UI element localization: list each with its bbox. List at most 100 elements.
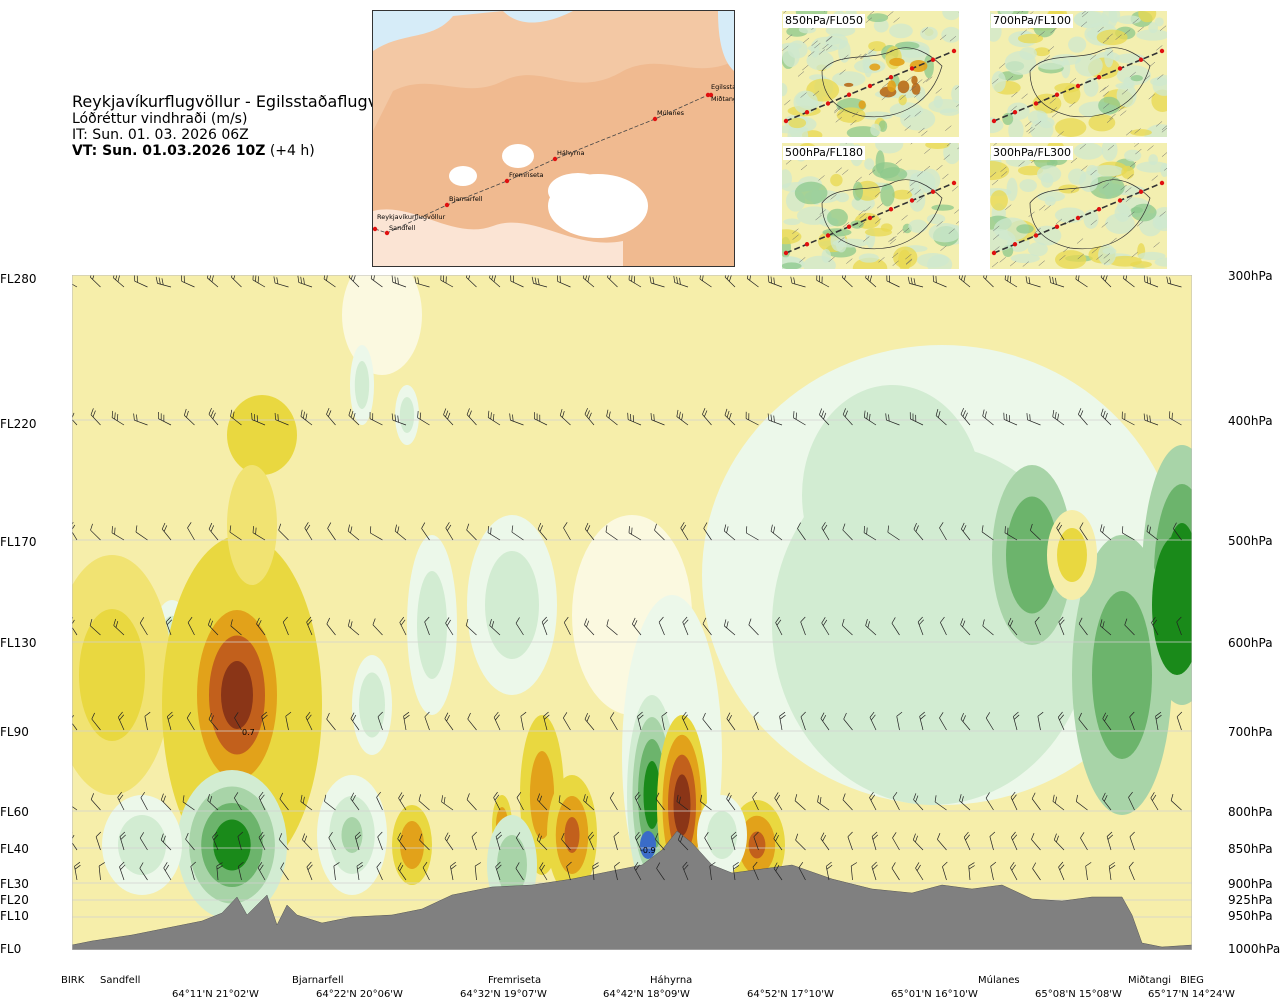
wind-barb <box>637 711 644 731</box>
mini-map-route-point <box>1117 66 1123 71</box>
mini-map-barb <box>1155 121 1163 127</box>
wind-barb <box>443 408 454 426</box>
wind-barb <box>306 861 313 881</box>
wind-barb <box>730 831 738 851</box>
wind-barb <box>326 617 336 636</box>
wind-barb <box>816 275 830 288</box>
wind-barb <box>1078 408 1088 426</box>
wind-barb <box>391 275 407 288</box>
mini-map-route-point <box>909 66 915 71</box>
mini-map-barb <box>993 143 998 146</box>
mini-map-cell <box>1063 84 1081 105</box>
mini-map-cell <box>1152 75 1167 96</box>
mini-map-barb <box>818 49 826 55</box>
location-midtangi: Miðtangi <box>1128 975 1172 986</box>
mini-map-cell <box>875 150 885 174</box>
wind-barb <box>206 275 219 288</box>
mini-map-barb <box>921 27 929 33</box>
wind-barb <box>1013 711 1020 731</box>
wind-barb <box>348 408 360 426</box>
mini-map-barb <box>896 229 904 235</box>
wind-barb <box>161 522 172 541</box>
mini-map-route-point <box>1033 101 1039 106</box>
wind-barb <box>566 861 572 881</box>
mini-map-cell <box>898 94 907 106</box>
field-contour <box>1006 496 1058 614</box>
mini-map-barb <box>859 213 866 219</box>
wind-barb <box>709 862 716 881</box>
wind-barb <box>348 275 360 288</box>
mini-map-route-point <box>930 189 936 194</box>
wind-barb <box>278 523 289 541</box>
mini-map-barb <box>851 111 859 118</box>
mini-map-barb <box>1096 254 1103 260</box>
mini-map-hot <box>897 80 910 94</box>
mini-map-cell <box>1032 225 1062 246</box>
mini-map-cell <box>858 253 879 263</box>
wind-barb <box>377 831 383 851</box>
wind-barb <box>282 616 289 636</box>
wind-barb <box>1124 618 1135 636</box>
wind-barb <box>633 862 642 881</box>
wind-barb <box>516 791 524 811</box>
hpa-label-700: 700hPa <box>1228 725 1273 739</box>
wind-barb <box>1010 861 1018 881</box>
wind-barb <box>1031 833 1041 851</box>
wind-barb <box>134 275 148 288</box>
wind-barb <box>673 275 689 288</box>
route-line: Reykjavíkurflugvöllur Sandfell Bjarnarfell… <box>373 83 734 236</box>
mini-map-barb <box>956 221 959 224</box>
mini-map-barb <box>1101 222 1108 228</box>
mini-map-cell <box>941 26 959 43</box>
wind-barb <box>1058 616 1065 636</box>
mini-map-barb <box>993 246 1000 252</box>
mini-map-barb <box>1026 126 1033 133</box>
mini-map-cell <box>1074 54 1103 77</box>
wind-barb <box>702 408 712 426</box>
wind-barb <box>471 831 477 851</box>
mini-map-barb <box>887 11 894 17</box>
wind-barb <box>1100 524 1112 541</box>
wind-barb <box>376 861 383 881</box>
mini-map-barb <box>1022 261 1029 267</box>
mini-map-barb <box>1115 34 1122 40</box>
mini-map-barb <box>876 203 884 209</box>
mini-map-hot <box>858 100 866 109</box>
mini-map-barb <box>936 164 943 171</box>
cross-section-chart: 0.7 -0.9 <box>72 275 1192 950</box>
mini-map-barb <box>1159 25 1167 31</box>
mini-map-barb <box>1153 242 1160 248</box>
wind-barb <box>466 523 477 541</box>
mini-map-route-point <box>1012 110 1018 115</box>
mini-map-route-point <box>1096 207 1102 212</box>
wind-barb <box>627 412 642 426</box>
wind-barb <box>704 832 712 851</box>
wind-barb <box>212 831 219 851</box>
field-contour <box>400 821 424 869</box>
mini-map-barb <box>874 218 882 224</box>
wind-barb <box>536 833 548 851</box>
wind-barb <box>258 791 266 811</box>
mini-map-cell <box>782 229 802 245</box>
wind-barb <box>582 275 595 288</box>
route-map-svg: Reykjavíkurflugvöllur Sandfell Bjarnarfell… <box>373 11 734 266</box>
wind-barb <box>820 712 830 731</box>
location-birk: BIRK <box>61 975 85 986</box>
wind-barb <box>985 712 994 731</box>
mini-map-barb <box>1079 144 1086 150</box>
wind-barb <box>95 831 102 851</box>
mini-map-barb <box>926 76 933 82</box>
fl-label-20: FL20 <box>0 893 29 907</box>
wind-barb <box>187 616 195 636</box>
wind-barb <box>753 831 759 851</box>
mini-map-cell <box>893 246 918 269</box>
mini-map-cell <box>830 173 843 187</box>
wind-barb <box>372 618 383 636</box>
wind-barb <box>609 792 618 811</box>
fl-label-90: FL90 <box>0 725 29 739</box>
route-point-label: Egilsstaðir <box>711 83 734 91</box>
wind-barb <box>450 861 457 881</box>
wind-barb <box>417 410 430 426</box>
wind-barb <box>961 522 971 541</box>
coord-label-2: 64°22'N 20°06'W <box>316 989 403 1000</box>
